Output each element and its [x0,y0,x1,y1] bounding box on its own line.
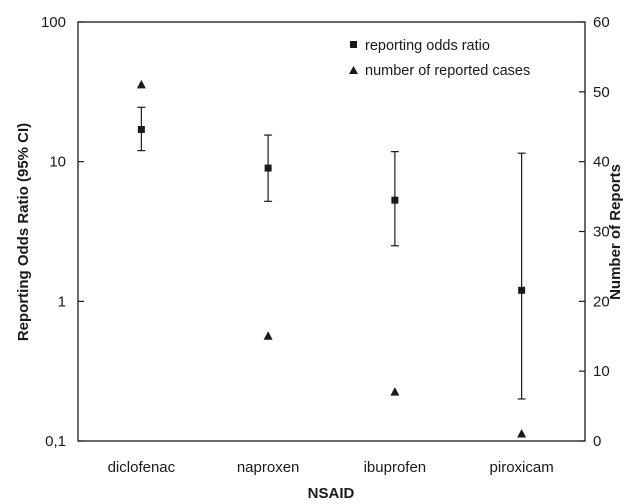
odds-ratio-marker [391,196,399,204]
right-tick-label: 40 [593,154,610,171]
odds-ratio-points [137,125,526,294]
right-tick-label: 10 [593,363,610,380]
legend: reporting odds ratio number of reported … [349,38,530,79]
legend-label-report-count: number of reported cases [365,63,530,79]
report-count-marker [390,387,400,396]
report-count-marker [136,79,146,89]
x-tick-label: diclofenac [108,459,176,476]
x-axis-tick-labels: diclofenac naproxen ibuprofen piroxicam [108,459,554,476]
report-count-points [136,79,527,438]
report-count-marker [263,331,273,340]
y-axis-right-title: Number of Reports [607,164,624,300]
left-axis-ticks: 0,1 1 10 100 [41,14,84,450]
report-count-marker [517,429,527,438]
legend-marker-triangle [349,66,358,74]
odds-ratio-marker [137,125,145,133]
odds-ratio-marker [264,164,272,172]
right-tick-label: 0 [593,433,601,450]
x-axis-title: NSAID [308,485,355,502]
left-tick-label: 100 [41,14,66,31]
left-tick-label: 1 [58,293,66,310]
right-tick-label: 20 [593,293,610,310]
left-tick-label: 0,1 [45,433,66,450]
right-tick-label: 30 [593,224,610,241]
plot-border [77,21,586,442]
right-tick-label: 60 [593,14,610,31]
legend-label-odds-ratio: reporting odds ratio [365,38,490,54]
left-tick-label: 10 [49,154,66,171]
x-tick-label: ibuprofen [364,459,427,476]
error-bars [137,106,526,400]
right-axis-ticks: 0 10 20 30 40 50 60 [579,14,610,450]
x-tick-label: naproxen [237,459,300,476]
x-tick-label: piroxicam [490,459,554,476]
y-axis-title: Reporting Odds Ratio (95% CI) [15,123,32,341]
odds-ratio-marker [518,286,526,294]
plot-frame [77,21,586,442]
legend-marker-square [350,41,357,48]
right-tick-label: 50 [593,84,610,101]
